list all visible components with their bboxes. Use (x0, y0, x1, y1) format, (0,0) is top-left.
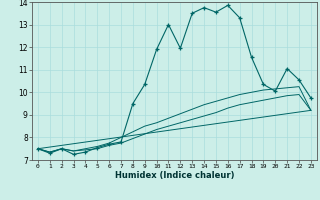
X-axis label: Humidex (Indice chaleur): Humidex (Indice chaleur) (115, 171, 234, 180)
